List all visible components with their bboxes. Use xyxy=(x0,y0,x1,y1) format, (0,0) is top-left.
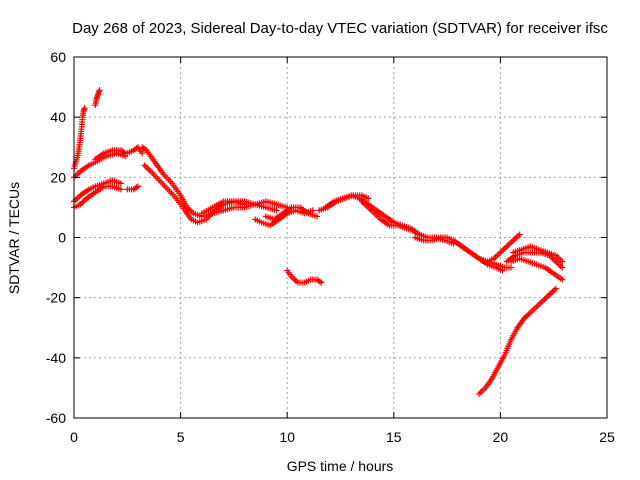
series-arc-6 xyxy=(92,147,129,163)
x-axis-label: GPS time / hours xyxy=(287,458,394,474)
data-point xyxy=(96,87,103,94)
y-tick-label: -40 xyxy=(46,350,66,366)
y-axis-label: SDTVAR / TECUs xyxy=(6,182,22,294)
chart-title: Day 268 of 2023, Sidereal Day-to-day VTE… xyxy=(72,20,608,37)
series-arc-22 xyxy=(484,231,523,265)
series-arc-5 xyxy=(92,87,103,109)
series-arc-12 xyxy=(220,198,291,214)
data-points xyxy=(71,87,566,397)
series-arc-8 xyxy=(124,183,141,193)
data-point xyxy=(314,213,321,220)
data-point xyxy=(559,264,566,271)
x-tick-label: 0 xyxy=(70,429,78,445)
data-point xyxy=(134,183,141,190)
x-tick-label: 10 xyxy=(279,429,295,445)
data-point xyxy=(508,264,515,271)
grid-lines xyxy=(74,57,607,418)
data-point xyxy=(516,231,523,238)
data-point xyxy=(318,279,325,286)
y-tick-label: 60 xyxy=(50,49,66,65)
data-point xyxy=(552,285,559,292)
x-tick-label: 15 xyxy=(386,429,402,445)
data-point xyxy=(81,105,88,112)
series-arc-9 xyxy=(139,144,227,220)
data-point xyxy=(499,267,506,274)
y-tick-label: 40 xyxy=(50,109,66,125)
series-arc-26 xyxy=(476,285,559,397)
series-arc-25 xyxy=(508,255,566,283)
series-arc-24 xyxy=(510,243,566,265)
y-tick-label: 20 xyxy=(50,169,66,185)
series-arc-4 xyxy=(71,105,88,172)
series-arc-15 xyxy=(284,267,325,286)
y-tick-label: 0 xyxy=(58,230,66,246)
series-arc-10 xyxy=(141,162,248,226)
data-point xyxy=(117,180,124,187)
x-tick-label: 20 xyxy=(493,429,509,445)
y-tick-label: -20 xyxy=(46,290,66,306)
data-point xyxy=(559,276,566,283)
data-point xyxy=(559,258,566,265)
series-arc-14 xyxy=(262,204,321,223)
x-tick-label: 25 xyxy=(599,429,615,445)
y-tick-label: -60 xyxy=(46,410,66,426)
series-arc-2 xyxy=(71,177,124,205)
series-arc-21 xyxy=(450,237,506,274)
data-point xyxy=(365,195,372,202)
data-point xyxy=(273,207,280,214)
data-point xyxy=(117,186,124,193)
data-point xyxy=(139,150,146,157)
axis-ticks: 0 5 10 15 20 25 -60 -40 -20 0 20 40 60 xyxy=(46,49,615,445)
x-tick-label: 5 xyxy=(177,429,185,445)
